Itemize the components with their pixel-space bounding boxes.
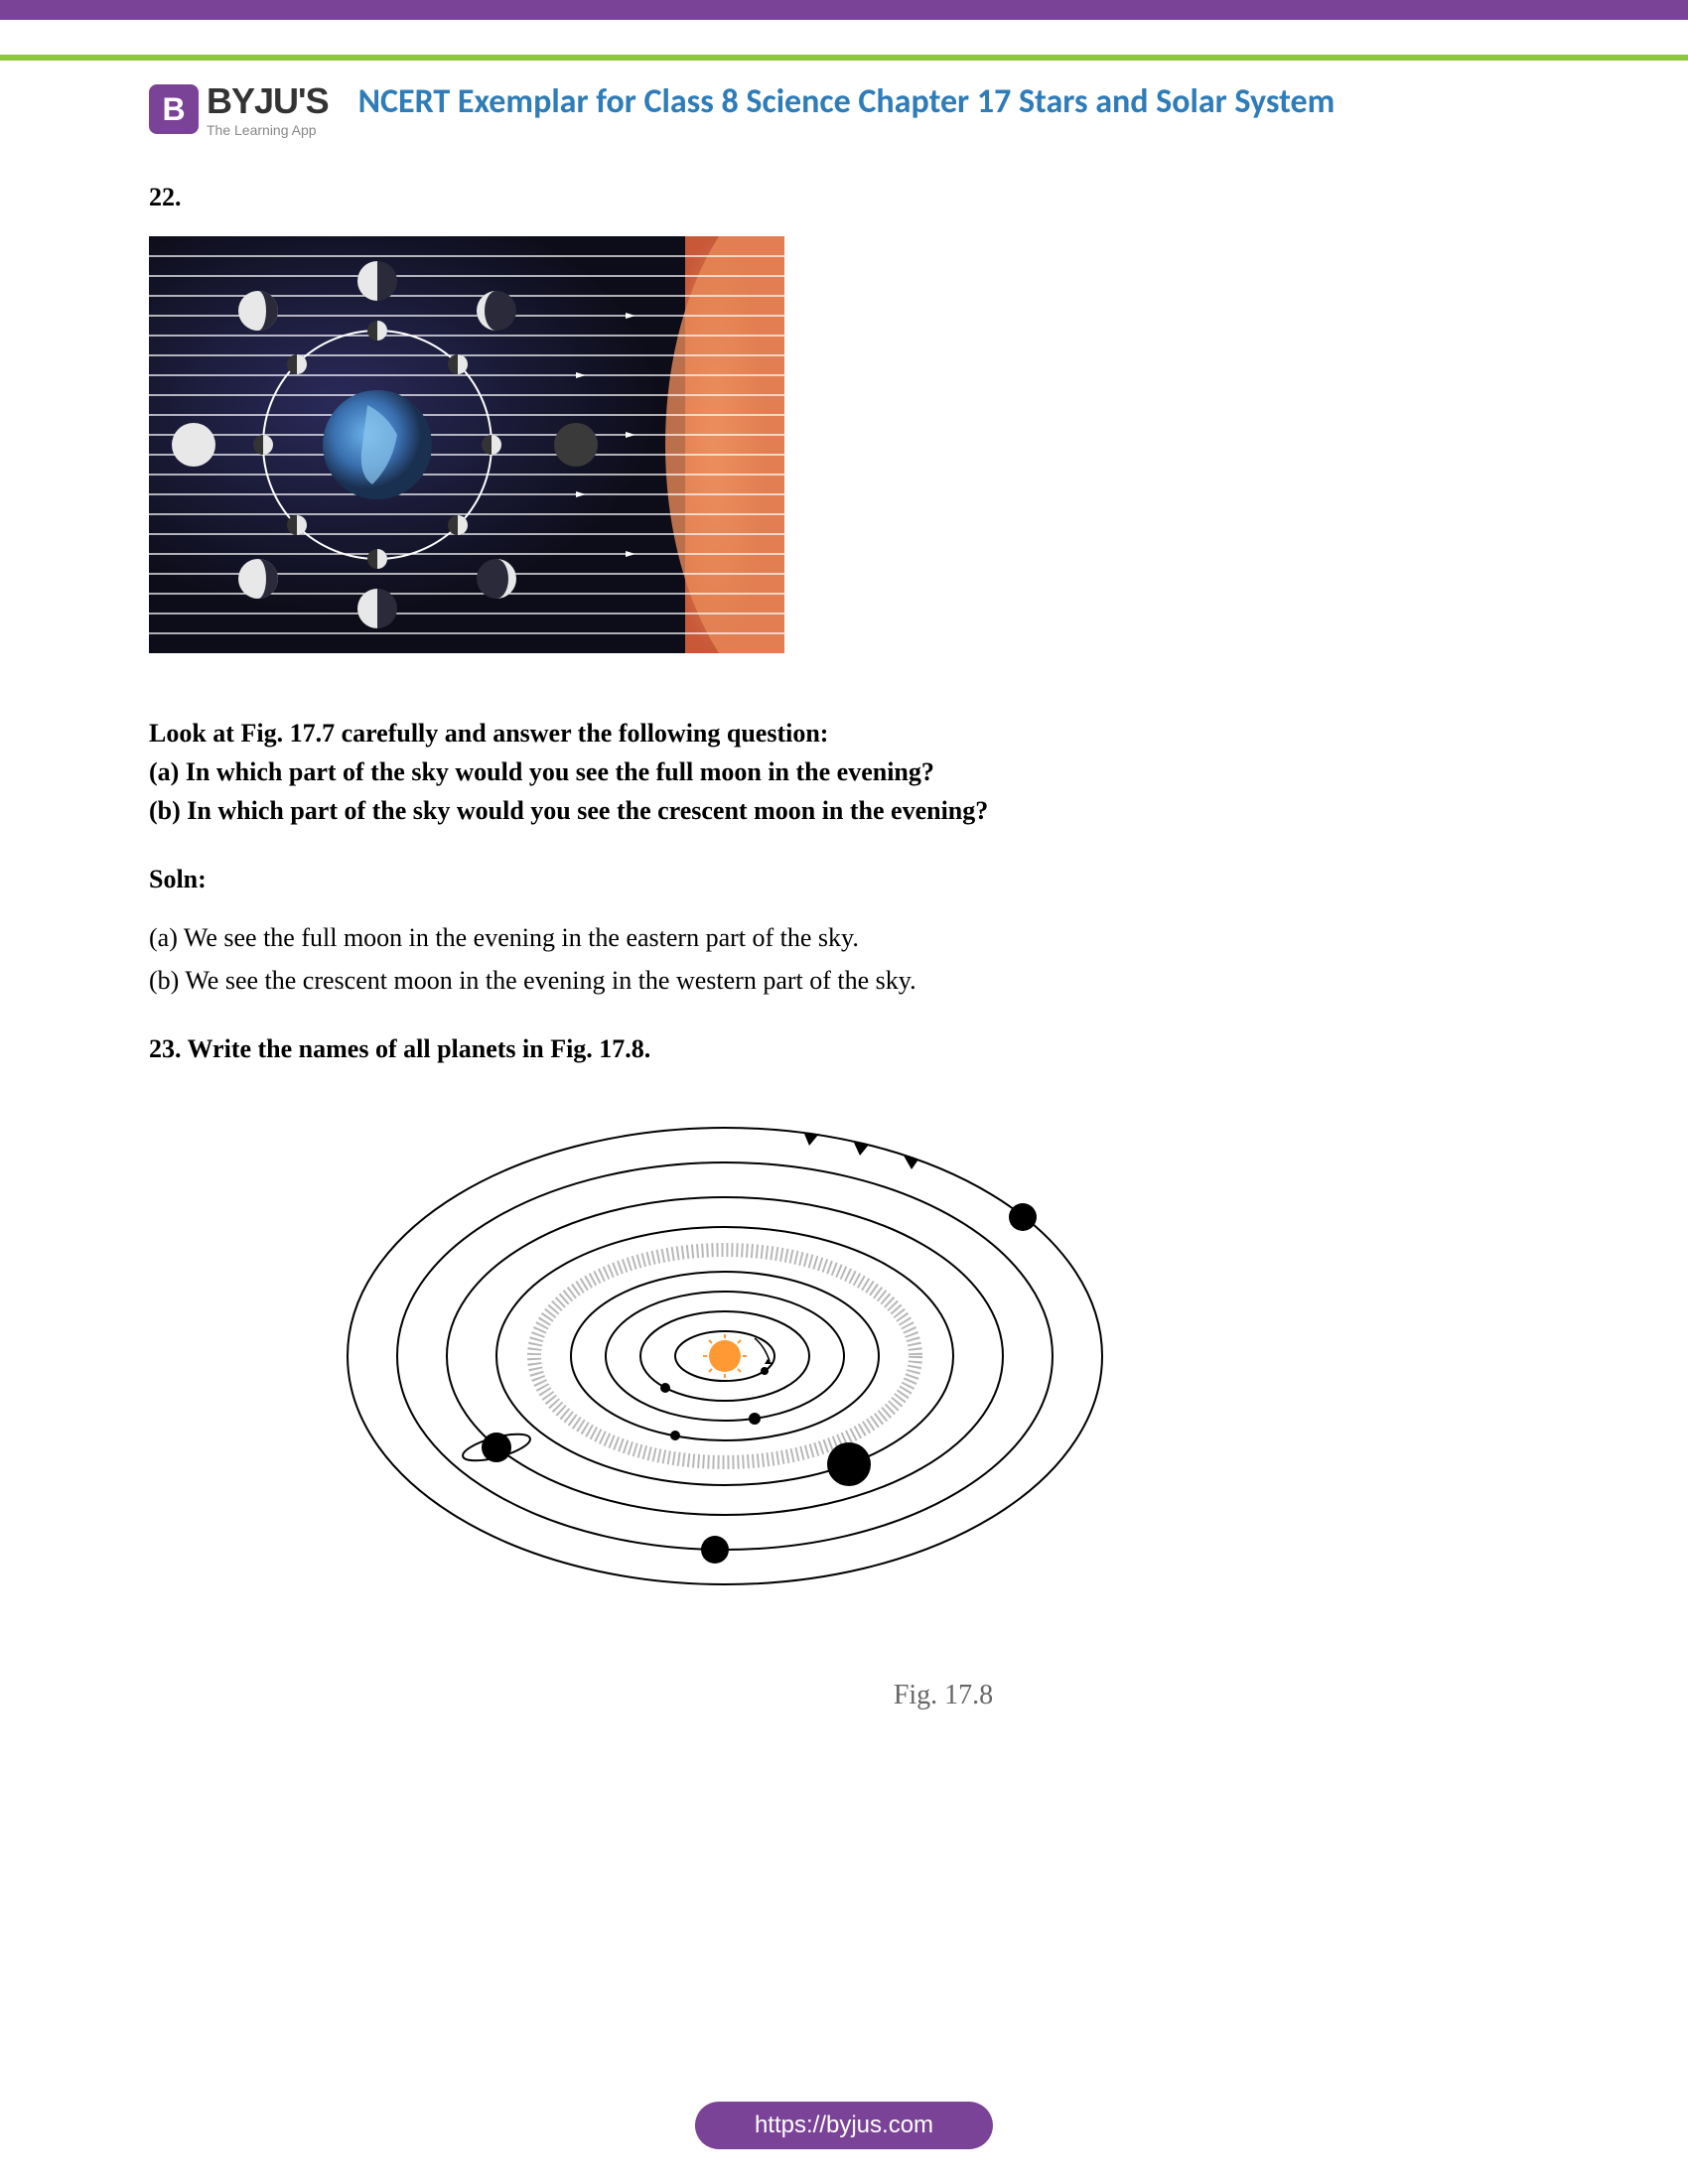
main-content: 22. (0, 138, 1688, 1756)
page-title: NCERT Exemplar for Class 8 Science Chapt… (358, 80, 1539, 124)
logo-icon: B (149, 84, 199, 134)
logo-brand-name: BYJU'S (207, 80, 329, 122)
question-22-text: Look at Fig. 17.7 carefully and answer t… (149, 714, 1539, 830)
logo-text-block: BYJU'S The Learning App (207, 80, 329, 138)
top-purple-bar (0, 0, 1688, 20)
moon-phases-diagram (149, 236, 1539, 664)
question-22-number: 22. (149, 178, 1539, 216)
solar-system-diagram (328, 1108, 1539, 1655)
question-22-answers: (a) We see the full moon in the evening … (149, 918, 1539, 1000)
logo-tagline: The Learning App (207, 122, 329, 138)
q22-answer-a: (a) We see the full moon in the evening … (149, 918, 1539, 957)
q22-answer-b: (b) We see the crescent moon in the even… (149, 961, 1539, 1000)
figure-caption: Fig. 17.8 (348, 1675, 1539, 1716)
solution-label: Soln: (149, 860, 1539, 898)
footer-url: https://byjus.com (695, 2102, 993, 2149)
q22-line2: (a) In which part of the sky would you s… (149, 752, 1539, 791)
q22-line3: (b) In which part of the sky would you s… (149, 791, 1539, 830)
page-header: B BYJU'S The Learning App NCERT Exemplar… (0, 61, 1688, 138)
q22-line1: Look at Fig. 17.7 carefully and answer t… (149, 714, 1539, 752)
byjus-logo: B BYJU'S The Learning App (149, 80, 329, 138)
page-footer: https://byjus.com (695, 2102, 993, 2149)
question-23-text: 23. Write the names of all planets in Fi… (149, 1029, 1539, 1068)
